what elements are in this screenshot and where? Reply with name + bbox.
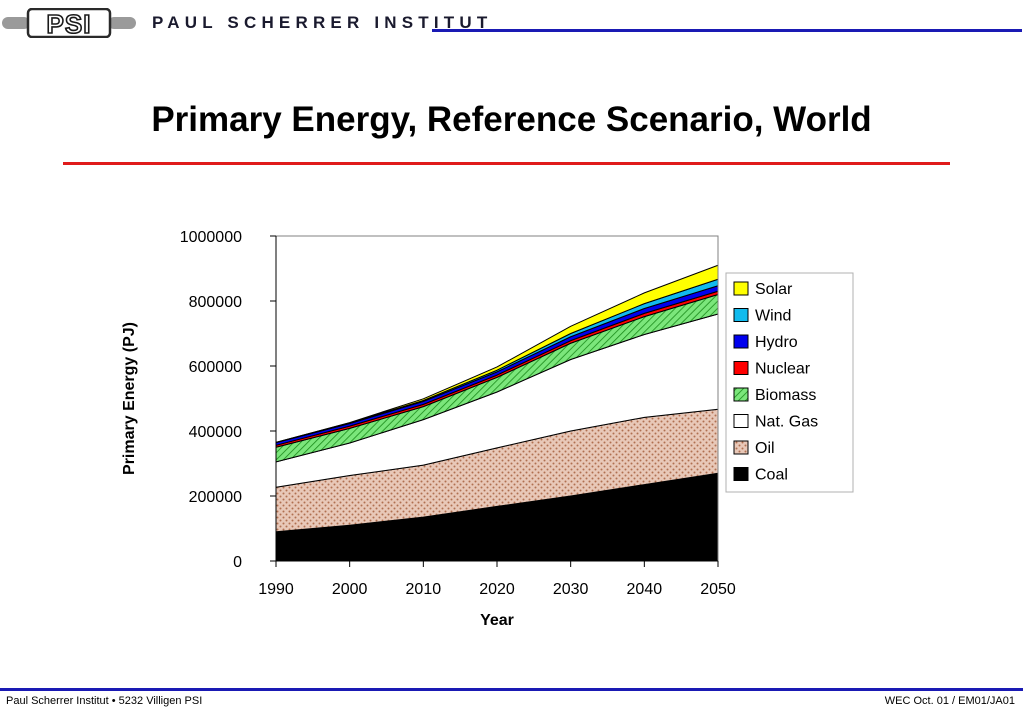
legend-label-nuclear: Nuclear	[755, 361, 811, 378]
y-tick-label: 400000	[189, 424, 242, 441]
legend-label-hydro: Hydro	[755, 334, 798, 351]
x-tick-label: 2000	[332, 581, 368, 598]
y-tick-label: 600000	[189, 359, 242, 376]
x-tick-label: 1990	[258, 581, 294, 598]
y-axis-label: Primary Energy (PJ)	[121, 322, 138, 475]
legend-swatch-hydro	[733, 334, 749, 349]
y-tick-label: 200000	[189, 489, 242, 506]
legend-label-nat-gas: Nat. Gas	[755, 414, 818, 431]
legend-swatch-nat-gas	[733, 414, 749, 428]
legend: Solar Wind Hydro Nuclear Biomass Nat. Gas Oil C…	[725, 272, 854, 493]
footer-reference: WEC Oct. 01 / EM01/JA01	[884, 695, 1015, 707]
x-tick-label: 2050	[700, 581, 736, 598]
legend-swatch-nuclear	[733, 361, 749, 375]
legend-label-oil: Oil	[755, 440, 775, 457]
header-rule	[432, 29, 1022, 32]
slide-title: Primary Energy, Reference Scenario, Worl…	[151, 100, 872, 139]
x-axis-label: Year	[480, 612, 514, 629]
logo-text: PSI	[47, 9, 92, 38]
legend-swatch-oil	[733, 440, 749, 455]
area-layers	[275, 236, 719, 562]
org-name: PAUL SCHERRER INSTITUT	[152, 13, 493, 32]
stacked-area-chart: 0 200000 400000 600000 800000 1000000 1990 2000…	[121, 229, 854, 629]
y-tick-label: 1000000	[180, 229, 242, 246]
y-tick-label: 0	[233, 554, 242, 571]
slide-header: PSI PAUL SCHERRER INSTITUT	[0, 0, 1023, 50]
footer-address: Paul Scherrer Institut • 5232 Villigen P…	[6, 695, 203, 707]
x-tick-label: 2010	[406, 581, 442, 598]
legend-label-coal: Coal	[755, 467, 788, 484]
legend-box	[725, 272, 854, 493]
legend-swatch-biomass	[733, 387, 749, 402]
y-tick-label: 800000	[189, 294, 242, 311]
legend-label-wind: Wind	[755, 308, 791, 325]
legend-swatch-solar	[733, 281, 749, 296]
legend-label-biomass: Biomass	[755, 387, 816, 404]
title-rule	[63, 162, 950, 165]
legend-label-solar: Solar	[755, 281, 793, 298]
x-tick-label: 2040	[627, 581, 663, 598]
x-tick-label: 2030	[553, 581, 589, 598]
axes: 0 200000 400000 600000 800000 1000000 1990 2000…	[121, 229, 736, 629]
psi-logo: PSI	[2, 7, 136, 40]
legend-swatch-coal	[733, 467, 749, 481]
legend-swatch-wind	[733, 308, 749, 322]
x-tick-label: 2020	[479, 581, 515, 598]
footer-rule	[0, 688, 1023, 691]
